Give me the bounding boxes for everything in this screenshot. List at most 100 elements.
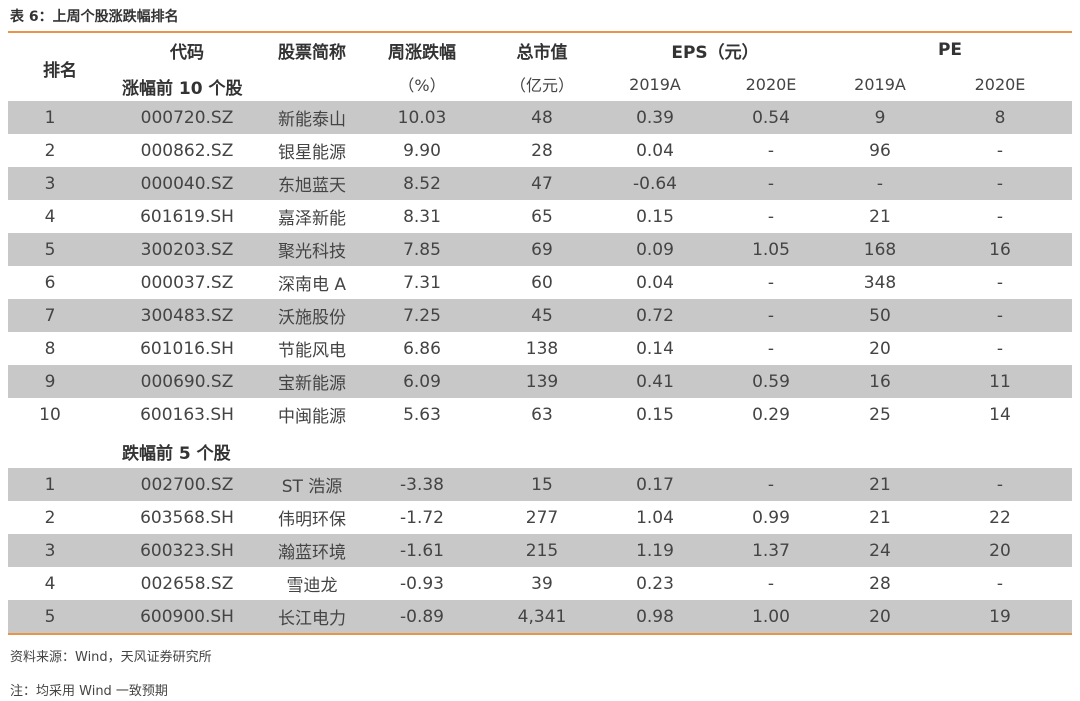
cell-pe20: 20	[989, 540, 1011, 561]
cell-eps19: 0.14	[636, 338, 674, 359]
cell-eps20: -	[767, 338, 775, 359]
cell-pe20: 11	[989, 371, 1011, 392]
table-row: 7 300483.SZ 沃施股份 7.25 45 0.72 - 50 -	[8, 299, 1072, 332]
cell-code: 002658.SZ	[140, 573, 234, 594]
cell-code: 600323.SH	[140, 540, 234, 561]
cell-eps20: 0.99	[752, 507, 790, 528]
cell-name: 中闽能源	[278, 407, 346, 427]
cell-name: 长江电力	[278, 609, 346, 629]
cell-pe19: 168	[863, 239, 897, 260]
cell-eps19: 0.41	[636, 371, 674, 392]
cell-eps20: 1.37	[752, 540, 790, 561]
cell-name: 瀚蓝环境	[278, 543, 346, 563]
bottom-rule	[8, 633, 1072, 635]
cell-pe19: 20	[869, 606, 891, 627]
cell-chg: -1.72	[400, 507, 444, 528]
header-market-cap-unit: （亿元）	[509, 76, 574, 95]
cell-chg: 7.31	[403, 272, 441, 293]
cell-eps19: 0.72	[636, 305, 674, 326]
cell-name: 宝新能源	[278, 374, 346, 394]
cell-code: 002700.SZ	[140, 474, 234, 495]
cell-name: 银星能源	[278, 143, 346, 163]
cell-pe20: -	[996, 338, 1004, 359]
cell-pe19: 24	[869, 540, 891, 561]
header-weekly-change-unit: （%）	[398, 76, 446, 95]
cell-pe19: 50	[869, 305, 891, 326]
footnote: 注：均采用 Wind 一致预期	[10, 684, 168, 699]
cell-pe19: 16	[869, 371, 891, 392]
table-row: 4 601619.SH 嘉泽新能 8.31 65 0.15 - 21 -	[8, 200, 1072, 233]
cell-chg: -1.61	[400, 540, 444, 561]
cell-pe19: 348	[863, 272, 897, 293]
header-eps-2019: 2019A	[629, 74, 681, 94]
header-code: 代码	[170, 42, 204, 63]
header-eps: EPS（元）	[671, 42, 759, 63]
cell-pe19: 21	[869, 206, 891, 227]
cell-rank: 1	[44, 474, 56, 495]
header-eps-2020: 2020E	[745, 74, 797, 94]
cell-cap: 138	[525, 338, 559, 359]
cell-code: 600163.SH	[140, 404, 234, 425]
cell-cap: 48	[531, 107, 553, 128]
cell-eps20: 0.29	[752, 404, 790, 425]
cell-cap: 39	[531, 573, 553, 594]
cell-code: 000040.SZ	[140, 173, 234, 194]
cell-pe20: -	[996, 573, 1004, 594]
cell-chg: 6.86	[403, 338, 441, 359]
section-losers-label: 跌幅前 5 个股	[122, 444, 231, 464]
cell-name: 新能泰山	[278, 110, 346, 130]
cell-pe19: 20	[869, 338, 891, 359]
cell-chg: 9.90	[403, 140, 441, 161]
cell-code: 601016.SH	[140, 338, 234, 359]
cell-rank: 9	[44, 371, 56, 392]
table-row: 1 000720.SZ 新能泰山 10.03 48 0.39 0.54 9 8	[8, 101, 1072, 134]
cell-pe20: -	[996, 474, 1004, 495]
cell-cap: 277	[525, 507, 559, 528]
cell-cap: 15	[531, 474, 553, 495]
cell-name: 东旭蓝天	[278, 176, 346, 196]
cell-cap: 47	[531, 173, 553, 194]
cell-eps19: 0.04	[636, 140, 674, 161]
cell-eps19: 0.04	[636, 272, 674, 293]
cell-chg: 8.52	[403, 173, 441, 194]
cell-chg: 8.31	[403, 206, 441, 227]
table-row: 5 600900.SH 长江电力 -0.89 4,341 0.98 1.00 20 19	[8, 600, 1072, 633]
table-row: 5 300203.SZ 聚光科技 7.85 69 0.09 1.05 168 16	[8, 233, 1072, 266]
header-pe-2020: 2020E	[974, 74, 1026, 94]
table-row: 9 000690.SZ 宝新能源 6.09 139 0.41 0.59 16 11	[8, 365, 1072, 398]
cell-eps20: 0.59	[752, 371, 790, 392]
section-gainers-label: 涨幅前 10 个股	[122, 79, 243, 99]
cell-pe20: 16	[989, 239, 1011, 260]
cell-eps20: 1.00	[752, 606, 790, 627]
cell-rank: 1	[44, 107, 56, 128]
table-row: 2 603568.SH 伟明环保 -1.72 277 1.04 0.99 21 22	[8, 501, 1072, 534]
cell-pe19: 21	[869, 474, 891, 495]
cell-rank: 3	[44, 173, 56, 194]
cell-rank: 5	[44, 606, 56, 627]
cell-name: 嘉泽新能	[278, 209, 346, 229]
cell-code: 300203.SZ	[140, 239, 234, 260]
cell-pe19: 9	[874, 107, 886, 128]
cell-pe20: 22	[989, 507, 1011, 528]
source-note: 资料来源：Wind，天风证券研究所	[10, 650, 212, 665]
cell-cap: 45	[531, 305, 553, 326]
cell-chg: -0.93	[400, 573, 444, 594]
cell-eps19: 0.17	[636, 474, 674, 495]
cell-pe20: -	[996, 206, 1004, 227]
cell-cap: 63	[531, 404, 553, 425]
cell-chg: -3.38	[400, 474, 444, 495]
cell-eps19: 0.15	[636, 404, 674, 425]
cell-pe19: 21	[869, 507, 891, 528]
cell-pe20: -	[996, 305, 1004, 326]
cell-name: ST 浩源	[281, 477, 343, 497]
table-row: 4 002658.SZ 雪迪龙 -0.93 39 0.23 - 28 -	[8, 567, 1072, 600]
cell-rank: 8	[44, 338, 56, 359]
cell-pe19: -	[876, 173, 884, 194]
table-row: 3 000040.SZ 东旭蓝天 8.52 47 -0.64 - - -	[8, 167, 1072, 200]
cell-pe19: 28	[869, 573, 891, 594]
top-rule	[8, 31, 1072, 33]
cell-name: 深南电 A	[277, 275, 347, 295]
cell-pe19: 96	[869, 140, 891, 161]
cell-name: 节能风电	[278, 341, 346, 361]
cell-chg: -0.89	[400, 606, 444, 627]
